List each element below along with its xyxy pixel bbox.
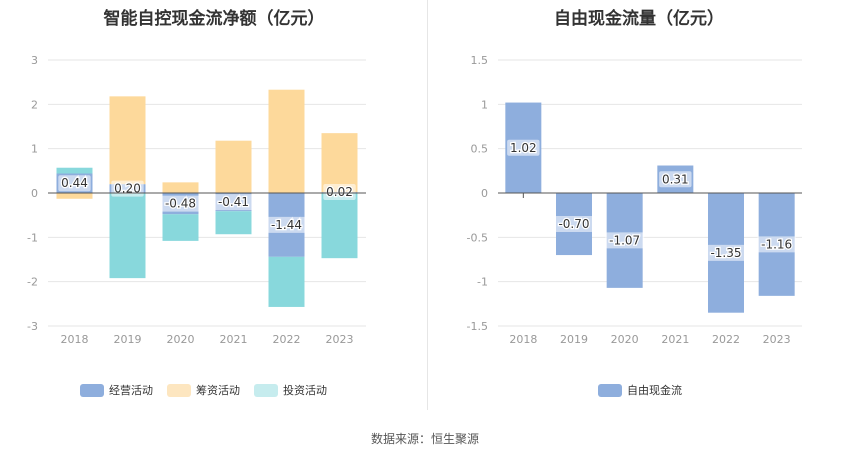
left-data-label-bg [58,175,91,192]
legend-item-financing[interactable]: 筹资活动 [167,382,240,398]
left-bar-financing [56,193,93,199]
left-bar-investing [56,167,93,174]
legend-swatch-investing [254,383,278,397]
right-data-label-bg [757,236,797,253]
left-data-label-bg [214,194,253,211]
left-data-label: -0.48 [165,197,196,211]
right-ytick-label: -1 [477,276,488,289]
left-bar-financing [321,133,358,193]
left-bar-financing [215,140,252,193]
right-xtick-label: 2023 [763,333,791,346]
right-ytick-label: 0 [481,187,488,200]
legend-swatch-free-cf [598,383,622,397]
left-data-label-bg [267,216,306,233]
left-xtick-label: 2022 [273,333,301,346]
left-bar-financing [162,182,199,193]
left-xtick-label: 2018 [61,333,89,346]
right-ytick-label: 0.5 [471,143,489,156]
right-ytick-label: 1.5 [471,54,489,67]
left-ytick-label: 2 [31,98,38,111]
left-chart-title: 智能自控现金流净额（亿元） [103,9,325,29]
chart-divider [427,0,428,410]
left-ytick-label: 3 [31,54,38,67]
left-data-label-bg [161,195,200,212]
right-ytick-label: -1.5 [467,320,488,333]
left-bar-investing [109,193,146,279]
right-xtick-label: 2021 [661,333,689,346]
right-data-label: -0.70 [558,217,589,231]
left-ytick-label: 1 [31,143,38,156]
left-bar-investing [321,193,358,259]
legend-item-investing[interactable]: 投资活动 [254,382,327,398]
right-data-label-bg [659,171,692,188]
right-data-label-bg [554,216,594,233]
left-xtick-label: 2019 [114,333,142,346]
right-xtick-label: 2018 [509,333,537,346]
right-data-label-bg [706,244,746,261]
left-xtick-label: 2020 [167,333,195,346]
left-data-label: -1.44 [271,218,302,232]
left-data-label: 0.44 [61,176,88,190]
right-ytick-label: 1 [481,98,488,111]
left-bar-financing [109,96,146,185]
left-bar-financing [268,89,305,193]
right-xtick-label: 2020 [611,333,639,346]
right-data-label: -1.35 [710,246,741,260]
left-xtick-label: 2023 [326,333,354,346]
legend-swatch-operating [80,383,104,397]
left-data-label: -0.41 [218,195,249,209]
right-xtick-label: 2022 [712,333,740,346]
legend-label-financing: 筹资活动 [196,384,240,397]
legend-label-investing: 投资活动 [283,384,327,397]
left-legend: 经营活动 筹资活动 投资活动 [80,382,327,398]
right-data-label: -1.16 [761,237,792,251]
left-ytick-label: -2 [27,276,38,289]
right-data-label: -1.07 [609,233,640,247]
left-bar-investing [268,256,305,307]
legend-item-operating[interactable]: 经营活动 [80,382,153,398]
legend-label-free-cf: 自由现金流 [627,384,682,397]
left-xtick-label: 2021 [220,333,248,346]
legend-swatch-financing [167,383,191,397]
left-ytick-label: -1 [27,231,38,244]
right-xtick-label: 2019 [560,333,588,346]
right-data-label: 1.02 [510,141,537,155]
left-ytick-label: 0 [31,187,38,200]
left-data-label-bg [323,184,356,200]
left-bar-investing [215,211,252,235]
data-source: 数据来源：恒生聚源 [370,432,479,446]
right-legend: 自由现金流 [598,382,682,398]
right-ytick-label: -0.5 [467,231,488,244]
legend-label-operating: 经营活动 [109,384,153,397]
left-bar-investing [162,214,199,241]
right-data-label: 0.31 [662,172,689,186]
left-data-label: 0.02 [326,185,353,199]
left-ytick-label: -3 [27,320,38,333]
right-chart-title: 自由现金流量（亿元） [554,9,724,29]
right-data-label-bg [605,232,645,249]
legend-item-free-cf[interactable]: 自由现金流 [598,382,682,398]
right-data-label-bg [507,139,540,156]
